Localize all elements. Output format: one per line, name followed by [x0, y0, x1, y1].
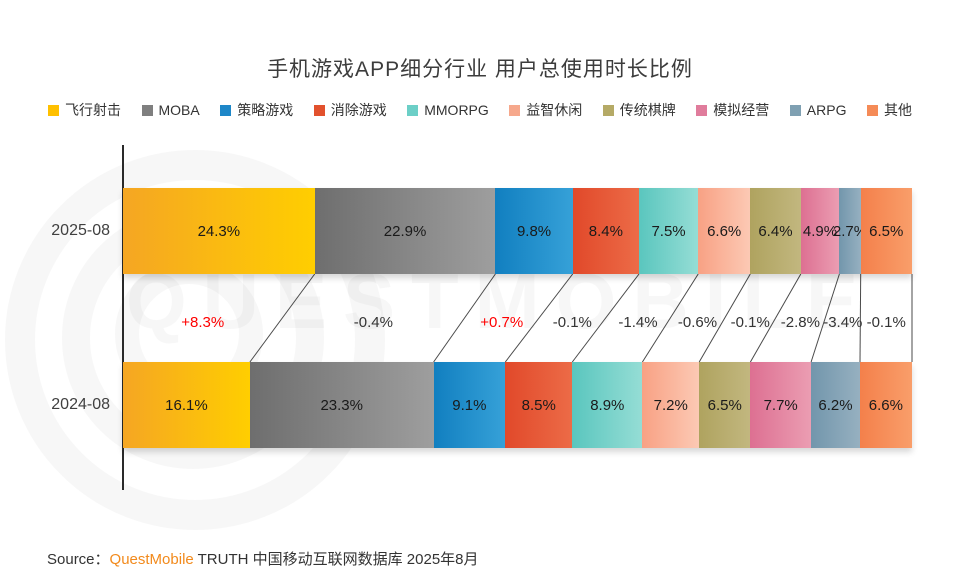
legend-item-9: 其他: [866, 100, 912, 120]
legend-item-5: 益智休闲: [509, 100, 582, 120]
legend-swatch-icon: [48, 104, 59, 116]
legend-swatch-icon: [220, 104, 232, 116]
change-label-4: -1.4%: [618, 314, 658, 331]
row-label-2024-08: 2024-08: [51, 396, 110, 413]
legend-label: 其他: [883, 102, 912, 118]
bar-segment-3: 8.4%: [572, 188, 639, 274]
bar-2025-08: 24.3% 22.9% 9.8% 8.4% 7.5% 6.6% 6.4% 4.9% 2.7% 6.…: [123, 188, 912, 274]
legend: 飞行射击 MOBA 策略游戏 消除游戏 MMORPG 益智休闲 传统棋牌 模拟经营 ARPG 其他: [48, 100, 912, 120]
source-prefix: Source：: [47, 551, 110, 568]
bar-segment-1: 23.3%: [249, 362, 434, 448]
legend-label: 益智休闲: [526, 102, 583, 118]
legend-item-7: 模拟经营: [696, 100, 769, 120]
change-label-5: -0.6%: [677, 314, 718, 331]
change-label-3: -0.1%: [552, 314, 592, 331]
legend-label: ARPG: [806, 102, 847, 118]
legend-item-1: MOBA: [141, 102, 200, 118]
change-label-6: -0.1%: [730, 314, 770, 331]
row-label-2025-08: 2025-08: [51, 222, 110, 239]
bar-segment-8: 6.2%: [811, 362, 860, 448]
chart-title: 手机游戏APP细分行业 用户总使用时长比例: [267, 58, 693, 81]
legend-item-3: 消除游戏: [313, 100, 387, 120]
bar-segment-0: 24.3%: [123, 188, 315, 274]
bar-segment-4: 8.9%: [572, 362, 643, 448]
legend-swatch-icon: [789, 104, 801, 116]
bar-segment-9: 6.6%: [859, 362, 912, 448]
bar-segment-0: 16.1%: [123, 362, 250, 448]
legend-label: 策略游戏: [237, 102, 294, 118]
bar-segment-9: 6.5%: [860, 188, 912, 274]
bar-segment-2: 9.8%: [495, 188, 573, 274]
legend-swatch-icon: [407, 104, 419, 116]
bar-2024-08: 16.1% 23.3% 9.1% 8.5% 8.9% 7.2% 6.5% 7.7% 6.2% 6.…: [123, 362, 912, 448]
change-label-8: -3.4%: [823, 314, 863, 331]
legend-label: MMORPG: [424, 102, 489, 118]
legend-label: 消除游戏: [330, 102, 387, 118]
legend-swatch-icon: [313, 104, 325, 116]
legend-label: 飞行射击: [65, 102, 121, 118]
bar-segment-1: 22.9%: [314, 188, 496, 274]
legend-swatch-icon: [141, 104, 153, 116]
change-label-1: -0.4%: [353, 314, 393, 331]
source-brand: QuestMobile: [109, 551, 194, 568]
change-label-7: -2.8%: [780, 314, 820, 331]
change-label-2: +0.7%: [480, 314, 524, 331]
bar-segment-6: 6.4%: [750, 188, 801, 274]
bar-segment-3: 8.5%: [505, 362, 573, 448]
bar-segment-7: 7.7%: [750, 362, 812, 448]
legend-label: MOBA: [158, 102, 200, 118]
bar-segment-2: 9.1%: [433, 362, 506, 448]
bar-segment-8: 2.7%: [833, 188, 867, 274]
legend-item-6: 传统棋牌: [602, 100, 676, 120]
legend-item-8: ARPG: [789, 102, 847, 118]
legend-swatch-icon: [696, 104, 708, 116]
bar-segment-6: 6.5%: [699, 362, 751, 448]
bar-segment-5: 7.2%: [642, 362, 700, 448]
legend-swatch-icon: [866, 104, 878, 116]
source-suffix: TRUTH 中国移动互联网数据库 2025年8月: [193, 551, 479, 568]
legend-swatch-icon: [509, 104, 521, 116]
legend-swatch-icon: [602, 104, 614, 116]
change-label-9: -0.1%: [866, 314, 906, 331]
legend-label: 模拟经营: [713, 102, 770, 118]
legend-item-2: 策略游戏: [220, 100, 293, 120]
legend-item-4: MMORPG: [407, 102, 489, 118]
bar-segment-7: 4.9%: [800, 188, 840, 274]
change-label-0: +8.3%: [181, 314, 225, 331]
legend-label: 传统棋牌: [619, 102, 676, 118]
bar-segment-5: 6.6%: [698, 188, 751, 274]
source-line: Source：QuestMobile TRUTH 中国移动互联网数据库 2025…: [47, 548, 479, 569]
y-axis-line: [122, 145, 124, 490]
legend-item-0: 飞行射击: [48, 100, 121, 120]
bar-segment-4: 7.5%: [638, 188, 699, 274]
